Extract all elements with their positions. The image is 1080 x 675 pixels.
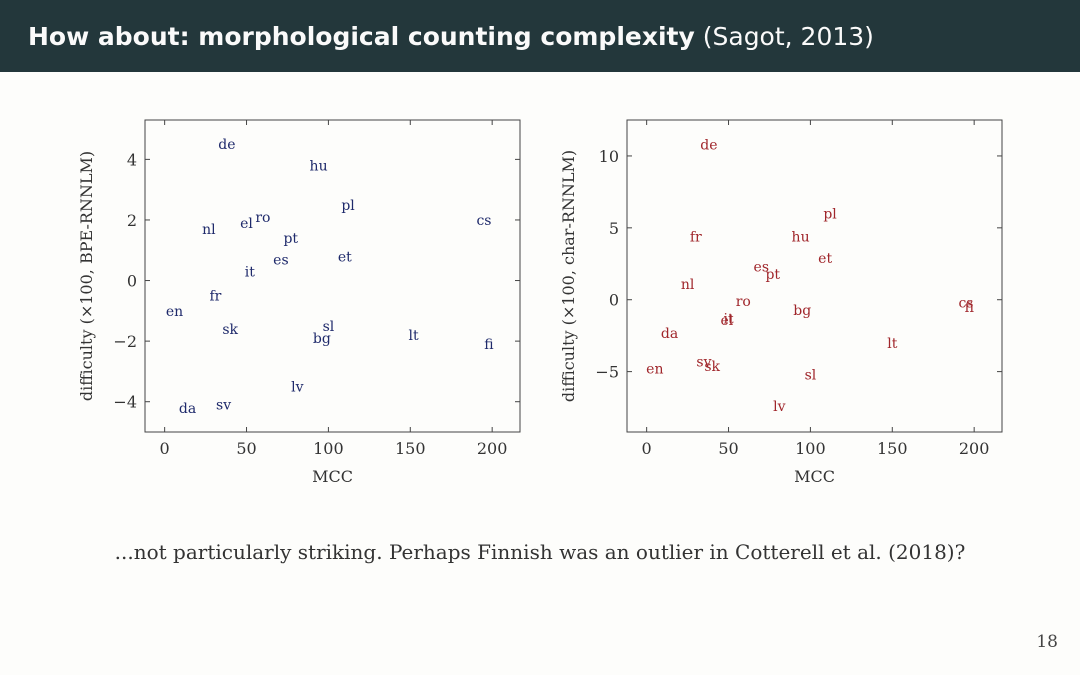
point-label-et: et <box>818 251 832 267</box>
point-label-it: it <box>245 264 255 280</box>
point-label-sv: sv <box>696 355 711 371</box>
chart-bpe-rnnlm: 0 50 100 150 200 −4 −2 0 2 4 MCC difficulty (×100, … <box>77 119 521 486</box>
point-label-cs: cs <box>958 296 973 312</box>
slide-caption: ...not particularly striking. Perhaps Fi… <box>114 540 966 564</box>
point-label-pt: pt <box>765 267 780 283</box>
point-label-nl: nl <box>202 222 216 238</box>
x-tick-label: 100 <box>313 439 344 458</box>
plot-frame <box>144 119 521 433</box>
point-label-cs: cs <box>476 213 491 229</box>
point-label-lv: lv <box>291 380 303 396</box>
point-label-lt: lt <box>887 336 897 352</box>
y-tick-label: 4 <box>127 150 137 169</box>
point-label-en: en <box>646 362 663 378</box>
x-tick-label: 150 <box>395 439 426 458</box>
y-tick-label: 0 <box>127 272 137 291</box>
point-label-fi: fi <box>965 300 975 316</box>
point-label-pt: pt <box>283 231 298 247</box>
point-label-sl: sl <box>323 319 335 335</box>
y-axis-label: difficulty (×100, char-RNNLM) <box>559 150 578 402</box>
plot-frame <box>626 119 1003 433</box>
point-label-fi: fi <box>484 337 494 353</box>
point-label-de: de <box>218 137 235 153</box>
point-label-fr: fr <box>209 289 221 305</box>
x-tick-label: 50 <box>236 439 256 458</box>
point-label-da: da <box>179 401 196 417</box>
point-label-es: es <box>273 252 288 268</box>
point-label-pl: pl <box>823 206 837 222</box>
x-axis-label: MCC <box>794 467 835 486</box>
page-number: 18 <box>1036 632 1058 652</box>
x-axis-label: MCC <box>312 467 353 486</box>
point-label-sk: sk <box>704 359 720 375</box>
point-label-hu: hu <box>792 229 810 245</box>
y-tick-label: 2 <box>127 211 137 230</box>
point-label-el: el <box>240 216 253 232</box>
point-label-sk: sk <box>222 322 238 338</box>
slide-header: How about: morphological counting comple… <box>0 0 1080 72</box>
point-label-bg: bg <box>793 303 811 319</box>
y-tick-label: −2 <box>113 332 137 351</box>
point-label-fr: fr <box>690 229 702 245</box>
point-label-sl: sl <box>805 367 817 383</box>
point-label-sv: sv <box>216 398 231 414</box>
point-label-pl: pl <box>341 198 355 214</box>
y-tick-label: −4 <box>113 393 137 412</box>
x-tick-label: 50 <box>718 439 738 458</box>
x-tick-label: 100 <box>795 439 826 458</box>
slide-title: How about: morphological counting comple… <box>28 22 874 51</box>
point-label-ro: ro <box>736 294 751 310</box>
point-label-et: et <box>338 249 352 265</box>
point-label-da: da <box>661 326 678 342</box>
x-tick-label: 0 <box>642 439 652 458</box>
point-label-nl: nl <box>681 277 695 293</box>
x-tick-label: 200 <box>477 439 508 458</box>
point-label-ro: ro <box>255 210 270 226</box>
y-tick-label: 0 <box>609 291 619 310</box>
point-label-it: it <box>723 311 733 327</box>
point-label-el: el <box>721 313 734 329</box>
point-label-lt: lt <box>409 328 419 344</box>
y-axis-label: difficulty (×100, BPE-RNNLM) <box>77 151 96 401</box>
chart-char-rnnlm: 0 50 100 150 200 −5 0 5 10 MCC difficulty (×100, c… <box>559 119 1003 486</box>
slide-title-main: How about: morphological counting comple… <box>28 21 695 51</box>
point-label-bg: bg <box>313 331 331 347</box>
y-tick-label: 5 <box>609 219 619 238</box>
point-label-de: de <box>700 137 717 153</box>
x-tick-label: 200 <box>959 439 990 458</box>
x-tick-label: 150 <box>877 439 908 458</box>
point-label-es: es <box>754 260 769 276</box>
y-tick-label: −5 <box>595 363 619 382</box>
point-label-en: en <box>166 304 183 320</box>
point-label-lv: lv <box>773 399 785 415</box>
point-label-hu: hu <box>310 158 328 174</box>
slide-title-citation: (Sagot, 2013) <box>702 21 874 51</box>
y-tick-label: 10 <box>599 147 619 166</box>
x-tick-label: 0 <box>160 439 170 458</box>
